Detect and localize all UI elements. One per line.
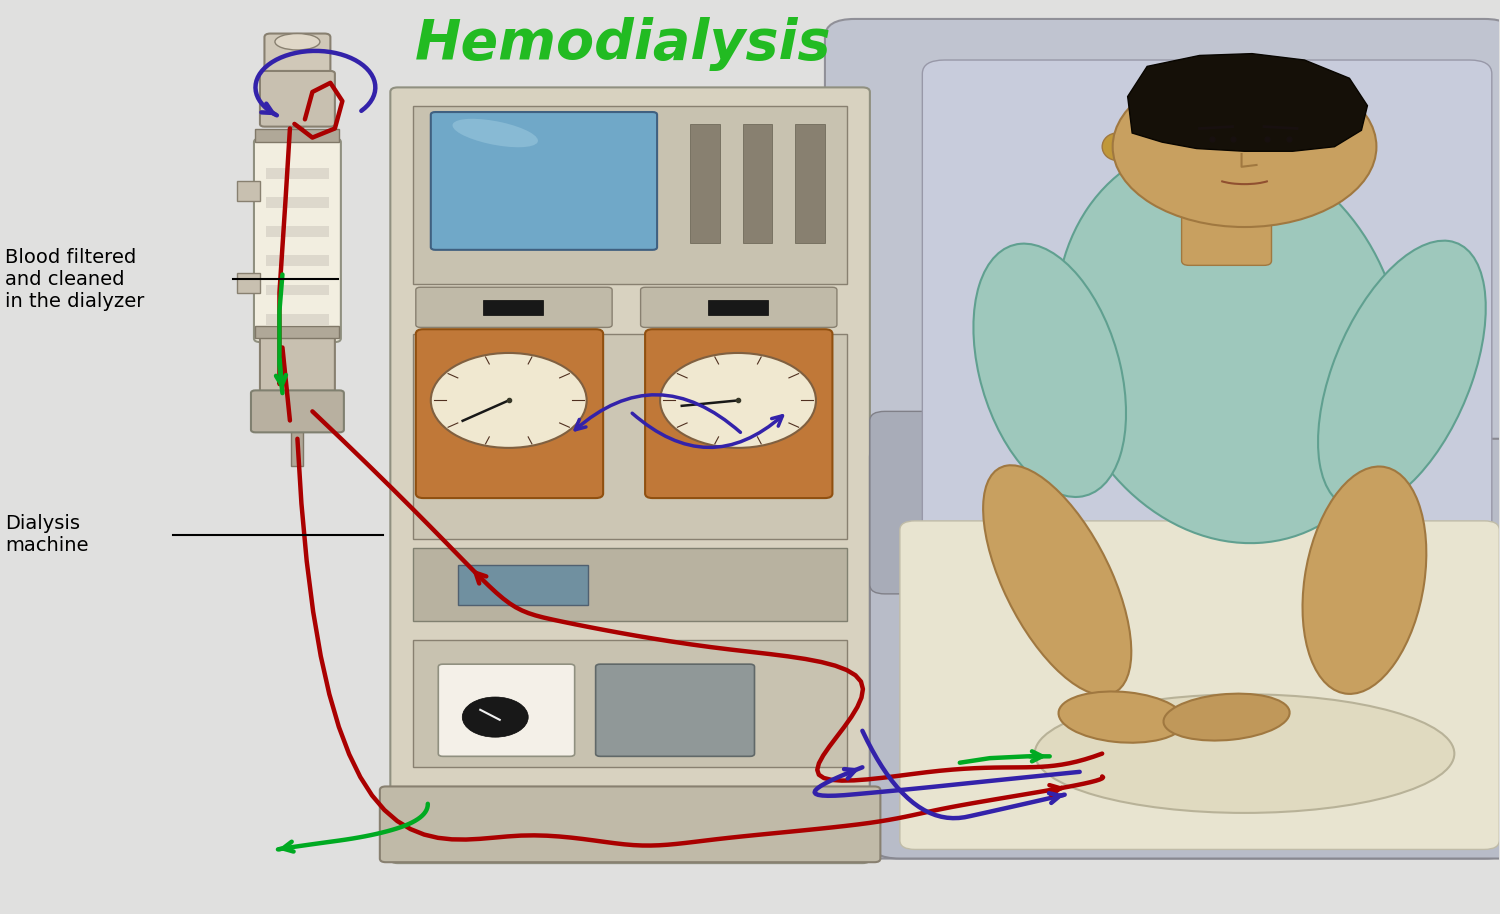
Circle shape <box>660 353 816 448</box>
Bar <box>742 124 772 242</box>
FancyBboxPatch shape <box>254 139 340 342</box>
FancyBboxPatch shape <box>862 111 900 822</box>
Circle shape <box>430 353 586 448</box>
FancyBboxPatch shape <box>922 60 1492 544</box>
Ellipse shape <box>982 465 1131 696</box>
Bar <box>413 334 848 539</box>
Bar <box>266 197 328 207</box>
FancyBboxPatch shape <box>438 664 574 757</box>
Bar <box>413 106 848 283</box>
FancyBboxPatch shape <box>390 88 870 863</box>
Text: Dialysis
machine: Dialysis machine <box>4 514 88 555</box>
Ellipse shape <box>1164 694 1290 740</box>
Ellipse shape <box>1059 692 1185 743</box>
Bar <box>237 181 260 201</box>
FancyBboxPatch shape <box>640 287 837 327</box>
Bar <box>458 565 588 605</box>
Text: Hemodialysis: Hemodialysis <box>414 17 831 71</box>
FancyBboxPatch shape <box>416 329 603 498</box>
Bar <box>255 130 339 143</box>
Ellipse shape <box>453 119 538 147</box>
Bar <box>413 548 848 622</box>
FancyBboxPatch shape <box>260 71 334 127</box>
Bar <box>266 314 328 324</box>
FancyBboxPatch shape <box>596 664 754 757</box>
Bar <box>266 255 328 266</box>
Polygon shape <box>1128 54 1368 152</box>
Bar <box>708 300 768 314</box>
Ellipse shape <box>274 34 320 50</box>
Bar <box>266 226 328 237</box>
FancyBboxPatch shape <box>251 390 344 432</box>
FancyBboxPatch shape <box>416 287 612 327</box>
FancyBboxPatch shape <box>430 112 657 250</box>
FancyBboxPatch shape <box>645 329 833 498</box>
Text: Blood filtered
and cleaned
in the dialyzer: Blood filtered and cleaned in the dialyz… <box>4 248 144 311</box>
FancyBboxPatch shape <box>870 411 990 594</box>
Bar <box>690 124 720 242</box>
Ellipse shape <box>1318 240 1486 509</box>
Ellipse shape <box>974 244 1126 497</box>
Ellipse shape <box>1056 143 1404 543</box>
FancyBboxPatch shape <box>380 786 880 862</box>
Bar <box>255 325 339 338</box>
Bar <box>413 640 848 767</box>
FancyBboxPatch shape <box>260 334 334 396</box>
FancyBboxPatch shape <box>900 521 1500 849</box>
Circle shape <box>1113 67 1377 227</box>
Circle shape <box>462 697 528 738</box>
Bar <box>266 167 328 178</box>
FancyBboxPatch shape <box>1182 201 1272 265</box>
FancyBboxPatch shape <box>870 439 1500 858</box>
Ellipse shape <box>1102 133 1132 160</box>
Bar <box>483 300 543 314</box>
FancyBboxPatch shape <box>264 34 330 78</box>
Bar <box>291 47 303 466</box>
Ellipse shape <box>1035 695 1455 813</box>
FancyBboxPatch shape <box>825 19 1500 858</box>
Bar <box>795 124 825 242</box>
Ellipse shape <box>1302 466 1426 694</box>
Bar <box>237 272 260 292</box>
Bar <box>266 284 328 295</box>
